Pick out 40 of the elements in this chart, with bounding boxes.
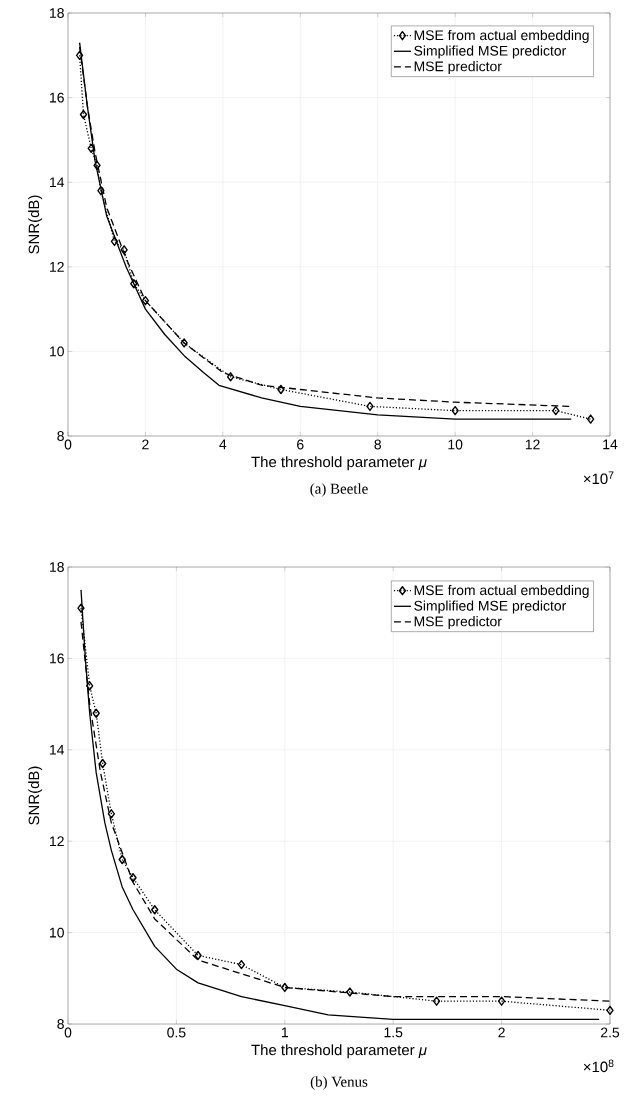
x-tick-label: 8	[374, 439, 381, 450]
x-axis-title: The threshold parameter μ	[251, 1044, 427, 1059]
x-tick-label: 2.5	[601, 1027, 620, 1038]
y-tick-label: 10	[50, 346, 64, 357]
y-tick-label: 8	[57, 1019, 64, 1029]
x-tick-label: 0	[64, 439, 72, 450]
legend-label: MSE from actual embedding	[414, 584, 589, 598]
y-tick-label: 14	[50, 177, 65, 188]
x-tick-label: 10	[448, 439, 463, 450]
x-tick-label: 2	[498, 1027, 505, 1038]
legend-label: MSE predictor	[414, 61, 502, 75]
legend-label: Simplified MSE predictor	[414, 45, 567, 59]
y-tick-label: 12	[50, 836, 64, 847]
y-tick-label: 18	[50, 562, 64, 572]
legend-label: MSE from actual embedding	[414, 29, 589, 43]
y-tick-label: 10	[50, 927, 64, 938]
x-tick-label: 14	[603, 439, 618, 450]
y-tick-label: 18	[50, 8, 64, 18]
x-tick-label: 2	[142, 439, 149, 450]
y-axis-title: SNR(dB)	[28, 195, 43, 254]
y-tick-label: 12	[50, 261, 64, 272]
x-axis-title: The threshold parameter μ	[251, 456, 427, 471]
text: (b) Venus	[310, 1076, 368, 1090]
x-tick-label: 6	[297, 439, 304, 450]
legend-label: MSE predictor	[414, 616, 502, 630]
y-tick-label: 8	[57, 431, 64, 441]
x-tick-label: 1.5	[384, 1027, 403, 1038]
x-tick-label: 12	[525, 439, 540, 450]
y-tick-label: 16	[50, 92, 64, 103]
legend-label: Simplified MSE predictor	[414, 600, 567, 614]
x-tick-label: 1	[281, 1027, 288, 1038]
text: ×10$^{8}$	[583, 1059, 614, 1073]
y-tick-label: 16	[50, 653, 64, 664]
y-axis-title: SNR(dB)	[28, 766, 43, 825]
text: ×10$^{7}$	[583, 471, 614, 485]
text: (a) Beetle	[310, 483, 368, 497]
y-tick-label: 14	[50, 745, 65, 755]
x-tick-label: 4	[219, 439, 227, 450]
x-tick-label: 0.5	[167, 1027, 186, 1038]
x-tick-label: 0	[64, 1027, 72, 1038]
